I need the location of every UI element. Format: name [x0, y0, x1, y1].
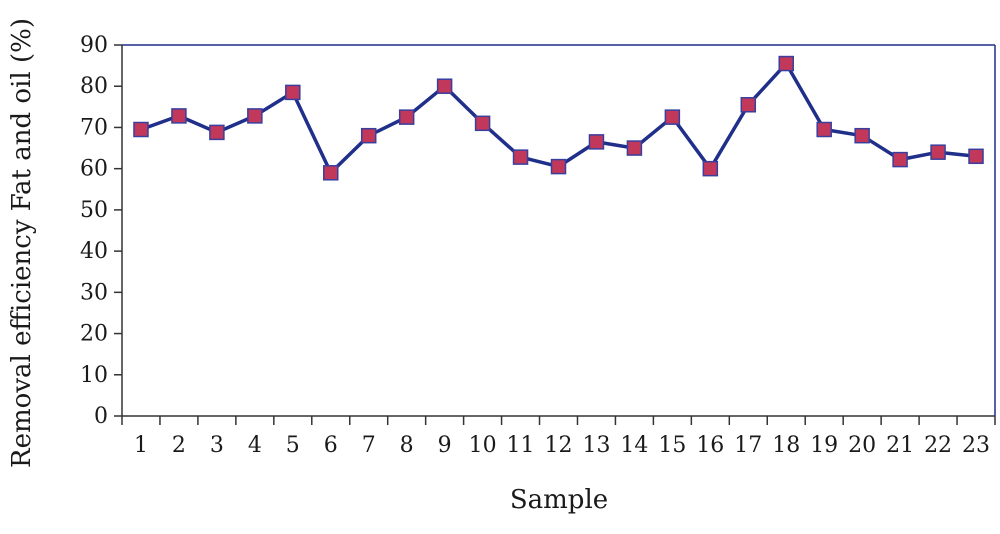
data-points: [133, 55, 984, 181]
y-tick-label: 40: [80, 239, 108, 264]
x-tick-label: 19: [810, 433, 838, 458]
data-point-marker: [133, 121, 149, 138]
x-tick-label: 14: [620, 433, 648, 458]
data-point-marker: [247, 108, 263, 124]
data-point-marker: [702, 160, 719, 177]
data-point-marker: [360, 127, 377, 144]
data-point-marker: [854, 127, 870, 144]
x-tick-label: 16: [696, 433, 724, 458]
data-point-marker: [512, 149, 529, 165]
x-tick-label: 10: [469, 433, 497, 458]
x-tick-label: 9: [438, 433, 452, 458]
x-tick-label: 2: [172, 433, 186, 458]
x-tick-label: 20: [848, 433, 876, 458]
data-point-marker: [930, 144, 946, 160]
data-point-marker: [285, 84, 301, 101]
x-tick-label: 13: [582, 433, 610, 458]
x-tick-label: 12: [545, 433, 573, 458]
data-point-marker: [892, 151, 908, 168]
x-tick-label: 17: [734, 433, 762, 458]
data-point-marker: [588, 134, 605, 150]
data-point-marker: [816, 121, 832, 138]
data-point-marker: [323, 165, 339, 181]
x-tick-label: 5: [286, 433, 300, 458]
data-point-marker: [209, 124, 225, 141]
x-tick-label: 18: [772, 433, 800, 458]
x-tick-label: 22: [924, 433, 952, 458]
y-tick-label: 60: [80, 157, 108, 182]
plot-frame: [122, 44, 996, 416]
data-point-marker: [778, 55, 794, 72]
y-tick-label: 0: [94, 404, 108, 429]
data-point-marker: [740, 97, 757, 113]
data-point-marker: [550, 158, 567, 175]
x-axis-title: Sample: [510, 485, 608, 515]
data-point-marker: [664, 109, 681, 125]
x-tick-label: 23: [962, 433, 990, 458]
series-line-group: [140, 61, 977, 175]
x-tick-label: 8: [400, 433, 414, 458]
x-axis: 1 2 3 4 5 6 7 8 9 10 11 12 13 14 15 16 17 18 19 20 21 22 23: [121, 415, 996, 458]
series-line: [140, 61, 977, 175]
data-point-marker: [171, 108, 187, 124]
y-tick-label: 30: [80, 280, 108, 305]
y-axis-title: Removal efficiency Fat and oil (%): [7, 18, 37, 468]
data-point-marker: [398, 109, 415, 125]
y-tick-label: 10: [80, 363, 108, 388]
data-point-marker: [626, 140, 643, 156]
x-tick-label: 21: [886, 433, 914, 458]
data-point-marker: [436, 78, 453, 94]
y-tick-label: 20: [80, 322, 108, 347]
data-point-marker: [968, 148, 984, 165]
x-tick-label: 3: [210, 433, 224, 458]
x-tick-label: 11: [507, 433, 535, 458]
data-point-marker: [474, 115, 491, 132]
x-tick-label: 7: [362, 433, 376, 458]
x-tick-label: 6: [324, 433, 338, 458]
y-tick-label: 70: [80, 115, 108, 140]
x-tick-label: 15: [658, 433, 686, 458]
y-tick-label: 80: [80, 74, 108, 99]
x-tick-label: 4: [248, 433, 262, 458]
y-tick-label: 50: [80, 198, 108, 223]
y-tick-label: 90: [80, 33, 108, 58]
x-tick-label: 1: [134, 433, 148, 458]
y-axis: 0 10 20 30 40 50 60 70 80 90: [80, 33, 123, 429]
